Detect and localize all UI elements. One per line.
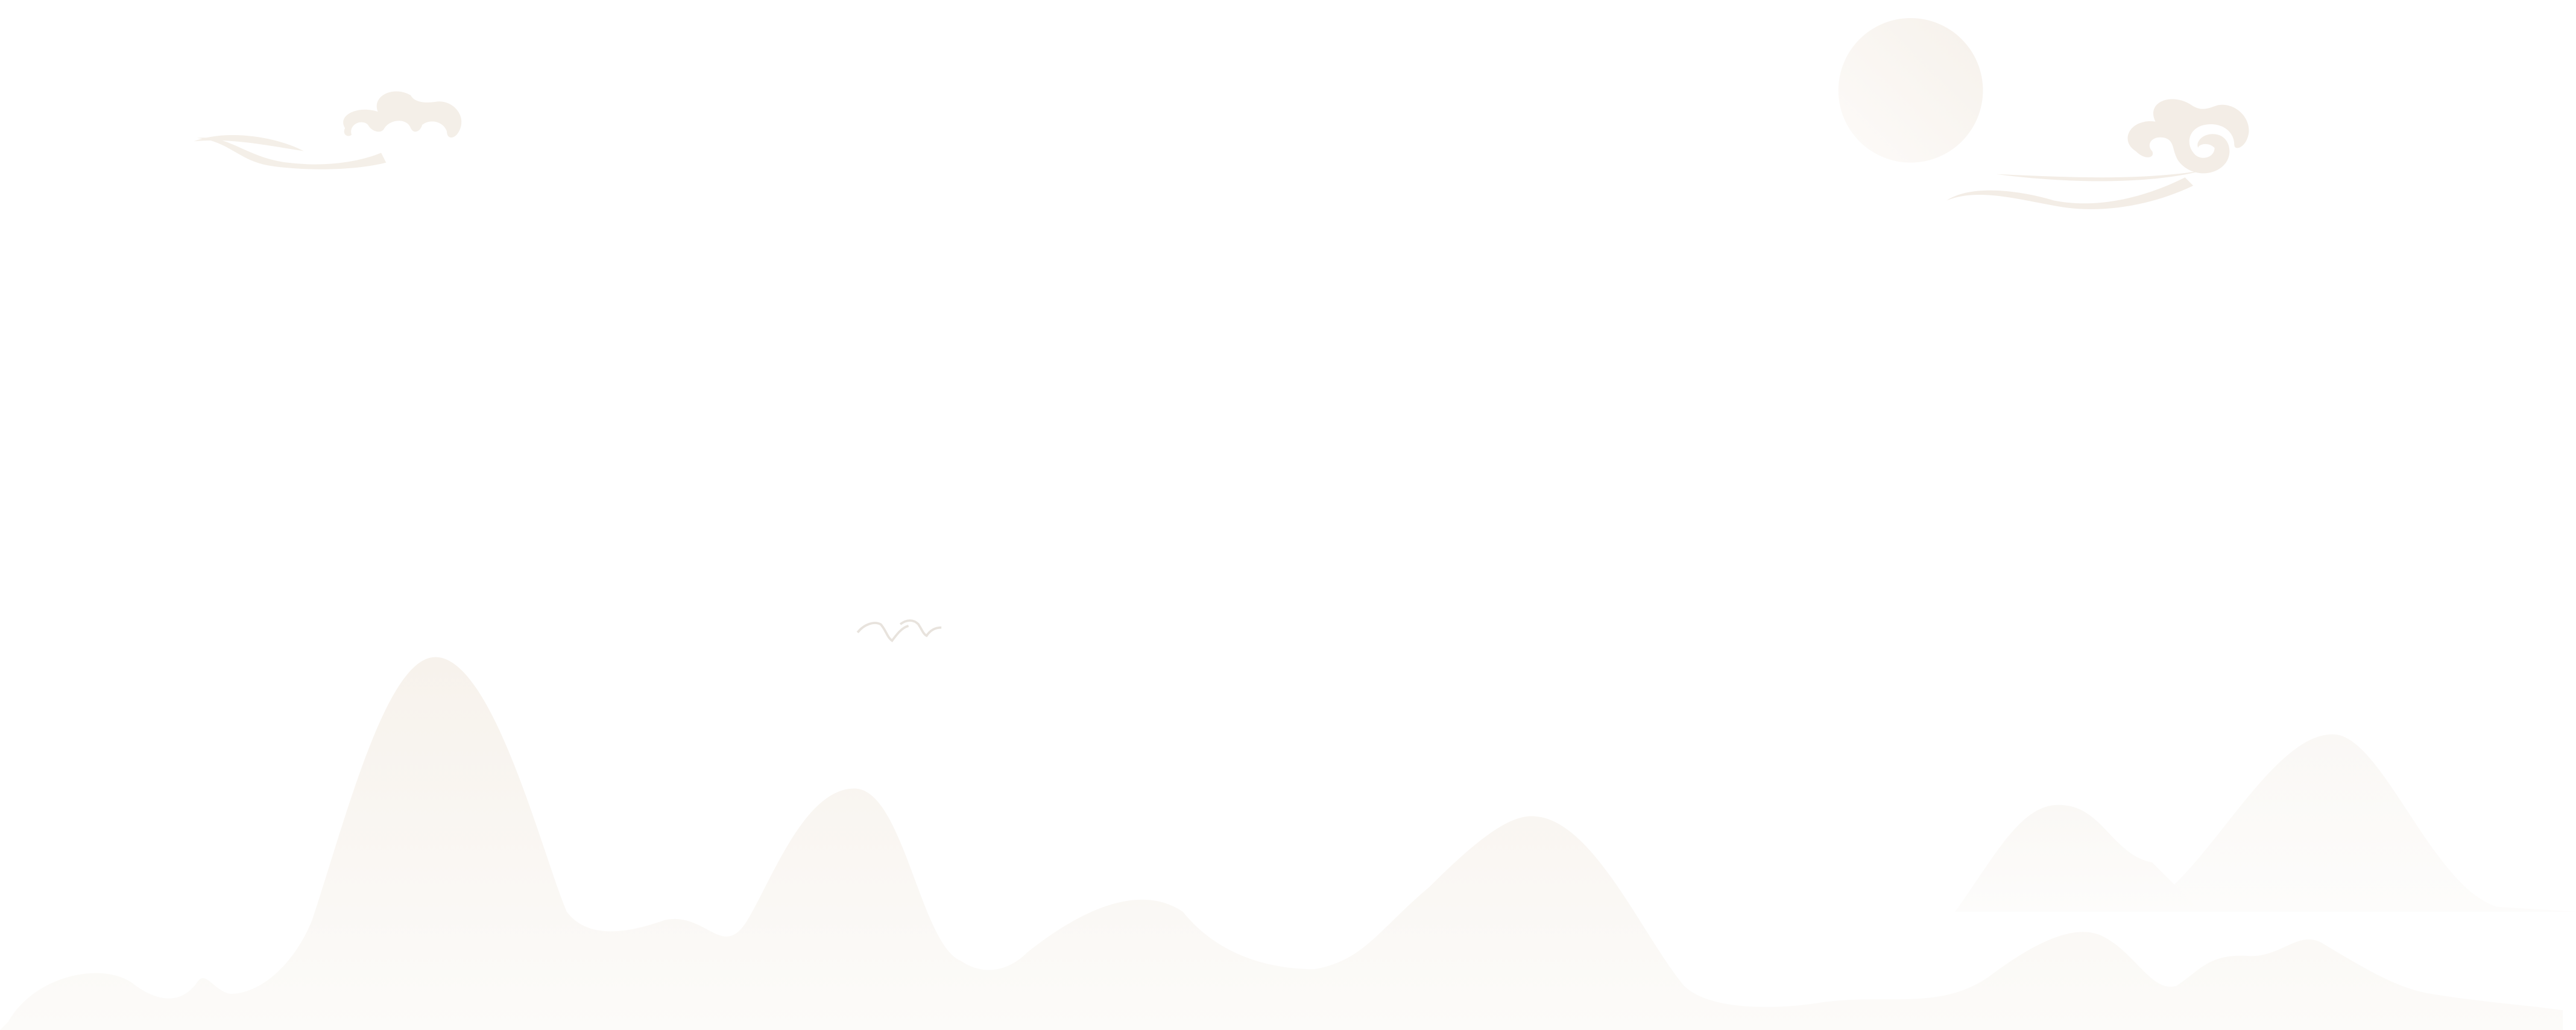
moon: [1838, 17, 1983, 163]
cloud-right: [1946, 99, 2249, 209]
small-hill: [1955, 804, 2202, 912]
cloud-left: [194, 91, 462, 169]
birds: [856, 619, 942, 642]
far-mountain: [2135, 734, 2576, 912]
mountain-range: [0, 657, 2563, 1030]
